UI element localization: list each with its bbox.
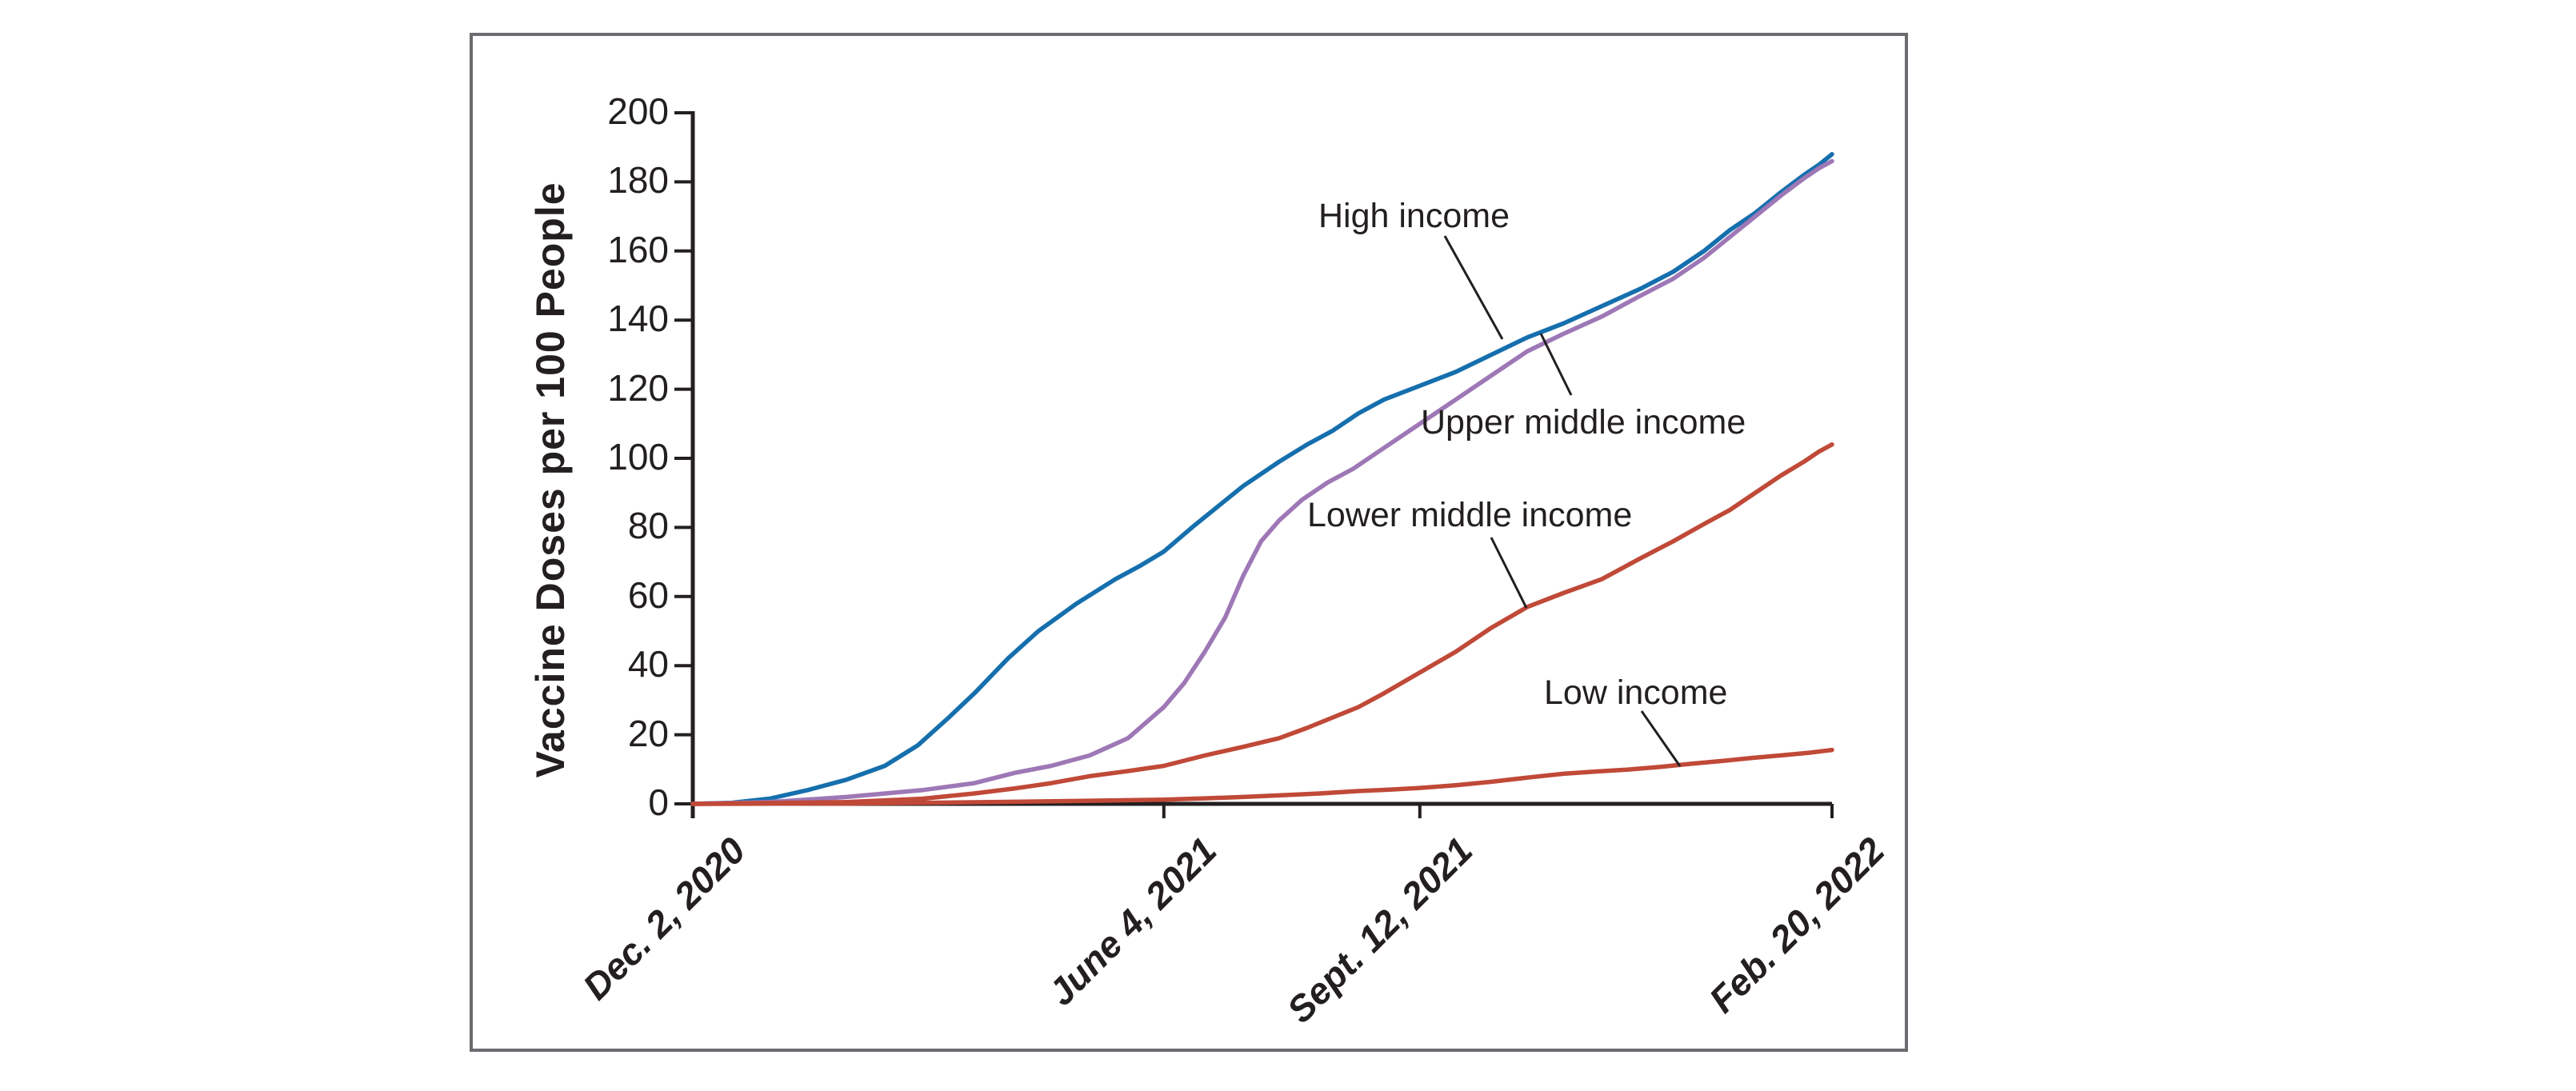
y-axis-title: Vaccine Doses per 100 People bbox=[528, 182, 573, 778]
y-tick-label: 100 bbox=[607, 435, 669, 478]
y-tick-label: 60 bbox=[627, 573, 669, 616]
series-annotation-label: High income bbox=[1318, 197, 1510, 235]
series-annotation-label: Low income bbox=[1544, 673, 1728, 712]
series-annotation-label: Lower middle income bbox=[1307, 496, 1633, 534]
y-tick-label: 80 bbox=[627, 505, 669, 547]
y-tick-label: 160 bbox=[607, 228, 669, 270]
series-annotation-label: Upper middle income bbox=[1421, 403, 1746, 442]
y-tick-label: 0 bbox=[648, 781, 669, 823]
y-tick-label: 120 bbox=[607, 366, 669, 409]
y-tick-label: 40 bbox=[627, 643, 669, 685]
y-tick-label: 140 bbox=[607, 298, 669, 340]
y-tick-label: 20 bbox=[627, 712, 669, 754]
y-tick-label: 180 bbox=[607, 159, 669, 202]
y-tick-label: 200 bbox=[607, 90, 669, 132]
